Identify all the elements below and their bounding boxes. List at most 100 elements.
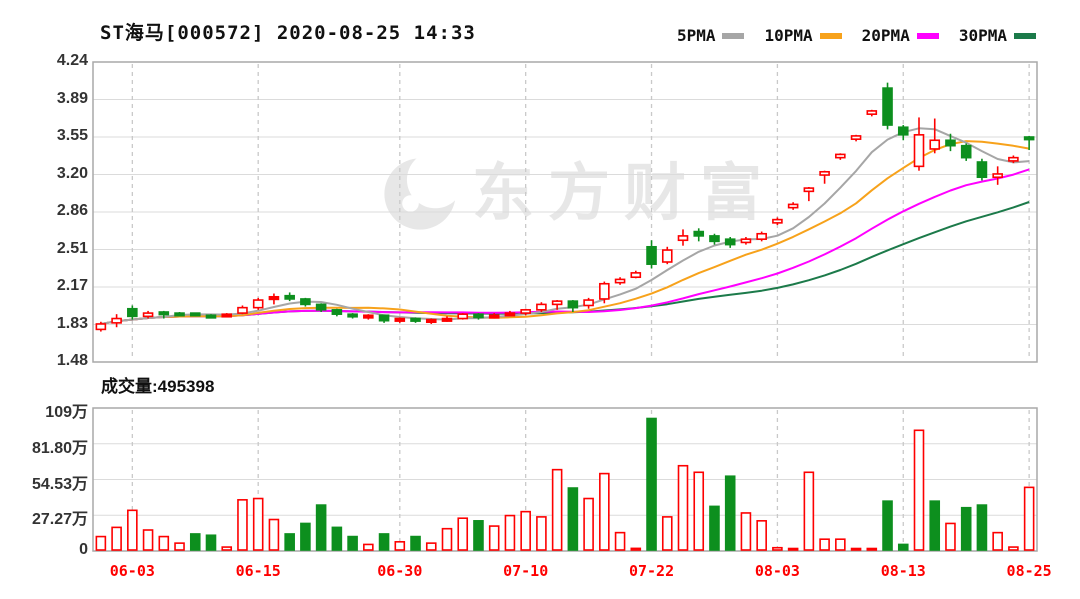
candle-body: [960, 144, 972, 159]
volume-bar: [252, 497, 264, 551]
volume-bar: [1023, 486, 1035, 551]
volume-bar: [536, 516, 547, 551]
volume-bar: [221, 546, 233, 551]
price-axis-label: 2.17: [56, 277, 88, 294]
volume-caption-label: 成交量: [101, 377, 152, 396]
price-axis-label: 1.83: [56, 314, 88, 332]
volume-bar: [630, 547, 642, 551]
volume-bar: [850, 547, 862, 551]
legend-swatch-20pma: [916, 32, 939, 39]
volume-bar: [95, 535, 107, 551]
candle-body: [551, 300, 563, 306]
candle-body: [457, 313, 469, 320]
candle-body: [661, 249, 673, 263]
date-tick-label: 06-03: [109, 562, 155, 580]
candle-body: [614, 278, 626, 284]
price-axis-label: 2.86: [56, 202, 88, 219]
legend-swatch-5pma: [722, 32, 745, 39]
date-tick-label: 07-22: [628, 562, 675, 580]
volume-bar: [378, 533, 390, 551]
volume-bar: [614, 531, 626, 551]
volume-bar: [1008, 546, 1019, 551]
candle-body: [488, 314, 500, 319]
volume-caption: 成交量:495398: [101, 372, 214, 397]
legend-item-20pma: 20PMA: [862, 26, 939, 45]
volume-axis-label: 27.27万: [31, 511, 88, 529]
legend-label: 5PMA: [676, 26, 716, 45]
date-tick-label: 06-30: [377, 562, 423, 580]
volume-axis-label: 81.80万: [31, 439, 88, 457]
volume-bar: [331, 526, 343, 551]
volume-bar: [976, 504, 988, 551]
candle-body: [127, 307, 138, 318]
volume-bar: [724, 475, 736, 551]
volume-bar: [520, 510, 531, 551]
candle-body: [740, 238, 752, 244]
price-axis-label: 1.48: [56, 352, 88, 369]
volume-bar: [772, 546, 783, 551]
volume-bar: [709, 505, 720, 551]
candle-body: [363, 314, 374, 319]
volume-bar: [882, 500, 893, 551]
volume-bar: [363, 543, 374, 551]
volume-bar: [803, 471, 815, 551]
date-tick-label: 06-15: [235, 562, 281, 580]
volume-bar: [488, 525, 500, 551]
candle-body: [394, 317, 406, 322]
legend-item-5pma: 5PMA: [677, 26, 745, 45]
volume-bar: [819, 538, 830, 551]
legend-label: 10PMA: [764, 26, 813, 45]
candle-body: [441, 317, 453, 322]
candle-body: [992, 173, 1003, 179]
chart-title: ST海马[000572] 2020-08-25 14:33: [100, 22, 476, 44]
ma-line-30pma: [100, 201, 1030, 325]
candle-body: [300, 298, 311, 306]
date-tick-label: 08-25: [1006, 562, 1052, 580]
volume-bar: [441, 527, 453, 551]
candle-body: [850, 135, 862, 140]
volume-bar: [504, 514, 516, 551]
legend-label: 20PMA: [861, 26, 910, 45]
candle-body: [772, 218, 783, 224]
price-axis-label: 4.24: [56, 52, 88, 69]
candle-body: [205, 314, 217, 319]
candle-body: [331, 309, 343, 315]
volume-bar: [300, 522, 311, 551]
date-tick-label: 08-03: [754, 562, 800, 580]
candle-body: [536, 303, 547, 311]
candle-body: [174, 312, 185, 317]
candle-body: [111, 317, 122, 324]
candle-body: [677, 235, 689, 242]
volume-bar: [315, 504, 327, 551]
candle-body: [189, 312, 201, 317]
ma-legend: 5PMA 10PMA 20PMA 30PMA: [677, 26, 1036, 45]
candle-body: [504, 312, 516, 317]
ma-line-10pma: [100, 140, 1030, 325]
volume-bar: [473, 520, 484, 551]
legend-label: 30PMA: [958, 26, 1007, 45]
candle-body: [709, 235, 720, 243]
candle-body: [882, 87, 893, 126]
candle-body: [284, 294, 295, 300]
candle-body: [268, 295, 280, 301]
candle-body: [1008, 156, 1019, 162]
legend-item-30pma: 30PMA: [959, 26, 1036, 45]
candle-body: [425, 318, 437, 324]
candle-body: [819, 170, 830, 176]
volume-bar: [189, 533, 201, 551]
candle-body: [724, 238, 736, 246]
volume-bar: [599, 472, 610, 551]
volume-bar: [425, 542, 437, 551]
volume-bar: [835, 538, 846, 551]
volume-bar: [551, 468, 563, 551]
ma-line-5pma: [100, 127, 1030, 325]
candle-body: [252, 299, 264, 309]
volume-bar: [945, 522, 956, 551]
volume-bar: [174, 542, 185, 551]
candle-body: [378, 314, 390, 322]
candle-body: [410, 317, 421, 322]
volume-bar: [284, 533, 295, 551]
candle-body: [158, 311, 170, 316]
volume-bar: [913, 429, 925, 551]
